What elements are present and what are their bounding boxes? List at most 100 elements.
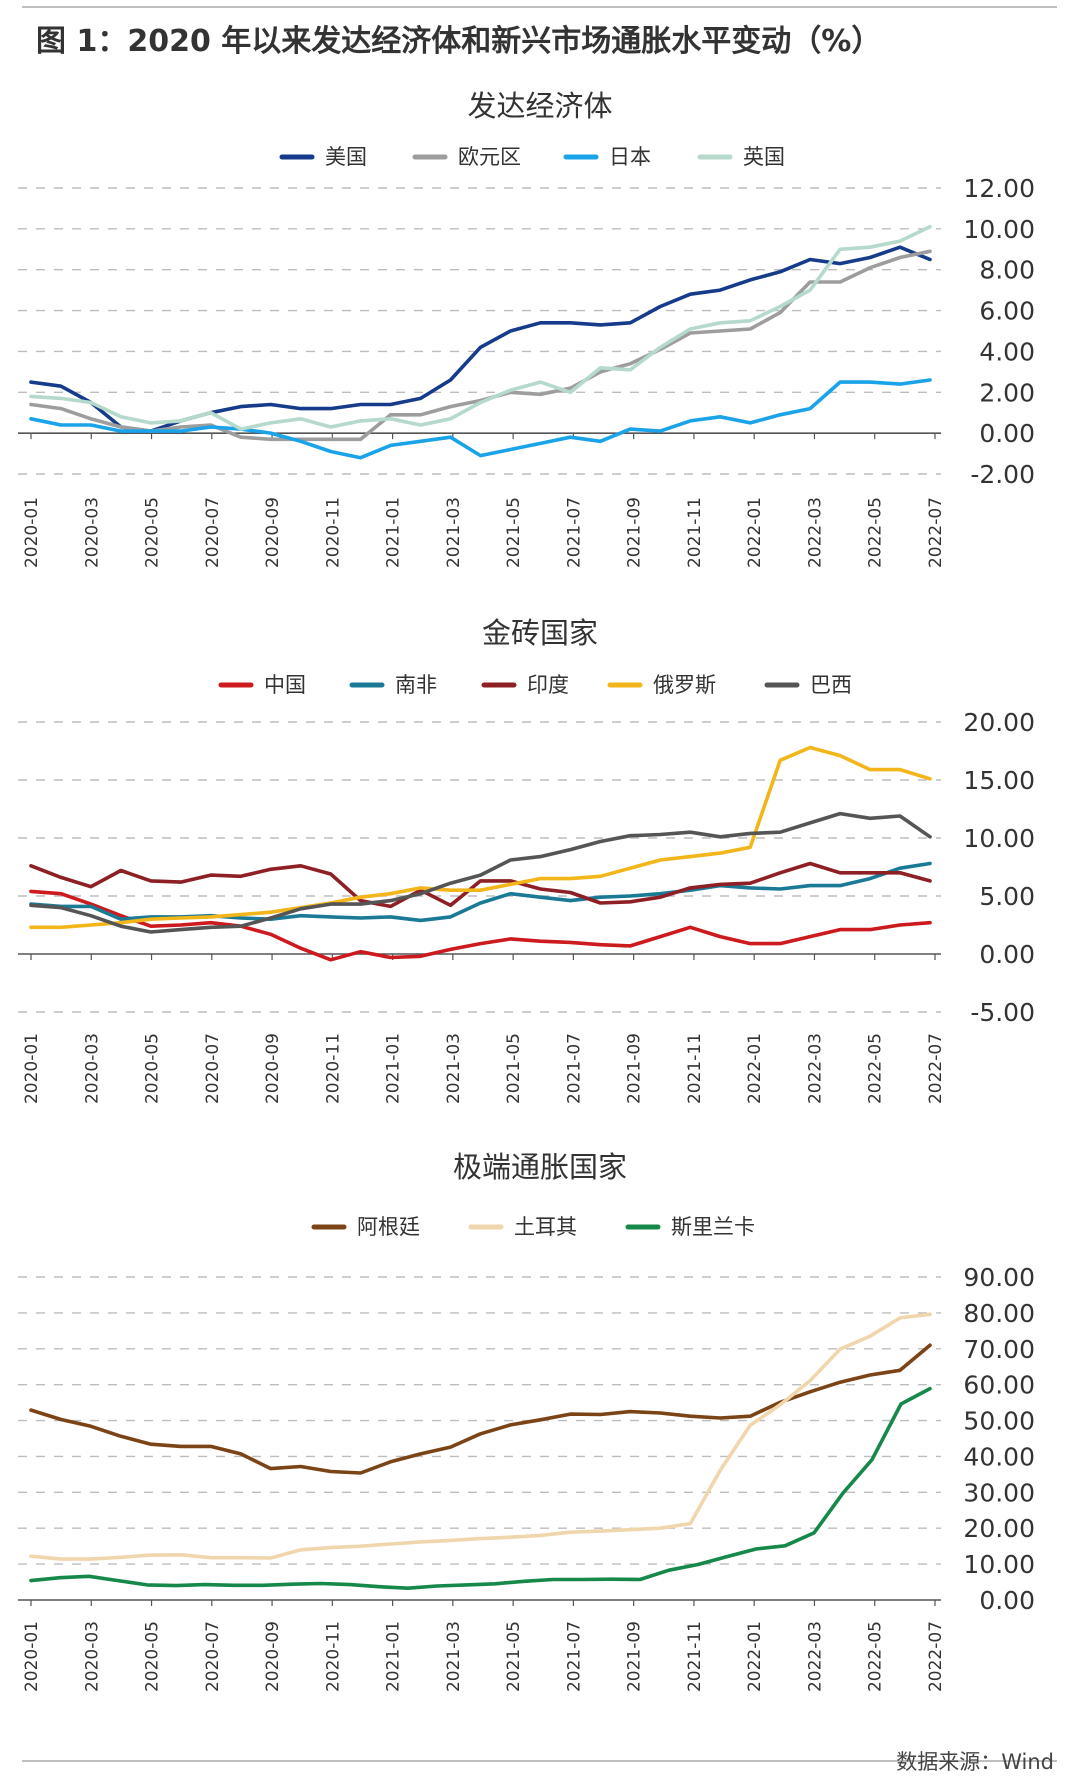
y-tick-label: -5.00 — [970, 998, 1035, 1027]
y-tick-label: 8.00 — [979, 256, 1035, 285]
y-tick-label: 4.00 — [979, 337, 1035, 366]
x-tick-label: 2021-11 — [685, 1621, 705, 1692]
y-tick-label: 0.00 — [979, 419, 1035, 448]
y-tick-label: 2.00 — [979, 378, 1035, 407]
x-tick-label: 2021-05 — [504, 497, 524, 568]
legend-label: 俄罗斯 — [653, 673, 716, 697]
y-tick-label: 6.00 — [979, 297, 1035, 326]
chart-title: 金砖国家 — [482, 616, 598, 650]
legend-label: 欧元区 — [458, 145, 521, 169]
y-tick-label: 10.00 — [963, 1550, 1035, 1579]
series-line — [29, 889, 932, 962]
x-tick-label: 2020-01 — [22, 497, 42, 568]
legend-label: 日本 — [609, 145, 651, 169]
series-line — [29, 811, 932, 934]
series-line — [29, 225, 932, 431]
x-tick-label: 2020-07 — [203, 1621, 223, 1692]
x-tick-label: 2022-05 — [866, 1033, 886, 1104]
legend-label: 南非 — [395, 673, 437, 697]
x-tick-label: 2021-01 — [384, 1033, 404, 1104]
x-tick-label: 2020-03 — [82, 1621, 102, 1692]
x-tick-label: 2021-11 — [685, 497, 705, 568]
y-tick-label: 5.00 — [979, 882, 1035, 911]
series-line — [29, 378, 932, 460]
series-line — [29, 1343, 932, 1475]
x-tick-label: 2021-01 — [384, 1621, 404, 1692]
series-line — [29, 1312, 932, 1561]
y-tick-label: 40.00 — [963, 1442, 1035, 1471]
series-line — [29, 249, 932, 442]
x-tick-label: 2020-09 — [263, 1033, 283, 1104]
y-tick-label: -2.00 — [970, 460, 1035, 489]
chart-title: 极端通胀国家 — [453, 1150, 627, 1184]
x-tick-label: 2022-05 — [866, 1621, 886, 1692]
x-tick-label: 2022-01 — [745, 497, 765, 568]
x-tick-label: 2020-11 — [323, 1621, 343, 1692]
legend-label: 阿根廷 — [357, 1215, 420, 1239]
x-tick-label: 2020-09 — [263, 1621, 283, 1692]
legend-label: 中国 — [264, 673, 306, 697]
x-tick-label: 2021-11 — [685, 1033, 705, 1104]
series-line — [29, 745, 932, 930]
x-tick-label: 2021-03 — [444, 497, 464, 568]
source-note: 数据来源：Wind — [896, 1750, 1054, 1774]
x-tick-label: 2022-01 — [745, 1621, 765, 1692]
x-tick-label: 2022-05 — [866, 497, 886, 568]
x-tick-label: 2022-01 — [745, 1033, 765, 1104]
y-tick-label: 60.00 — [963, 1371, 1035, 1400]
y-tick-label: 30.00 — [963, 1478, 1035, 1507]
figure-title: 图 1：2020 年以来发达经济体和新兴市场通胀水平变动（%） — [36, 24, 882, 59]
legend-label: 斯里兰卡 — [671, 1215, 755, 1239]
x-tick-label: 2020-03 — [82, 497, 102, 568]
series-line — [29, 861, 932, 909]
top-rule — [22, 6, 1057, 8]
legend-label: 巴西 — [810, 673, 852, 697]
x-tick-label: 2022-07 — [926, 1033, 946, 1104]
x-tick-label: 2021-05 — [504, 1033, 524, 1104]
x-tick-label: 2021-09 — [625, 1033, 645, 1104]
legend-label: 英国 — [743, 145, 785, 169]
y-tick-label: 12.00 — [963, 174, 1035, 203]
y-tick-label: 70.00 — [963, 1335, 1035, 1364]
x-tick-label: 2020-05 — [143, 1621, 163, 1692]
y-tick-label: 10.00 — [963, 215, 1035, 244]
y-tick-label: 10.00 — [963, 824, 1035, 853]
x-tick-label: 2020-11 — [323, 1033, 343, 1104]
x-tick-label: 2020-07 — [203, 497, 223, 568]
y-tick-label: 20.00 — [963, 708, 1035, 737]
x-tick-label: 2022-03 — [805, 1033, 825, 1104]
x-tick-label: 2020-05 — [143, 497, 163, 568]
y-tick-label: 90.00 — [963, 1263, 1035, 1292]
x-tick-label: 2022-03 — [805, 497, 825, 568]
legend-label: 美国 — [325, 145, 367, 169]
x-tick-label: 2021-05 — [504, 1621, 524, 1692]
x-tick-label: 2022-07 — [926, 497, 946, 568]
y-tick-label: 50.00 — [963, 1407, 1035, 1436]
x-tick-label: 2020-11 — [323, 497, 343, 568]
chart-title: 发达经济体 — [467, 89, 612, 123]
x-tick-label: 2021-01 — [384, 497, 404, 568]
x-tick-label: 2020-07 — [203, 1033, 223, 1104]
legend-label: 土耳其 — [514, 1215, 577, 1239]
legend-label: 印度 — [527, 673, 569, 697]
y-tick-label: 15.00 — [963, 766, 1035, 795]
y-tick-label: 0.00 — [979, 1586, 1035, 1615]
y-tick-label: 20.00 — [963, 1514, 1035, 1543]
y-tick-label: 80.00 — [963, 1299, 1035, 1328]
x-tick-label: 2021-07 — [564, 1621, 584, 1692]
x-tick-label: 2022-07 — [926, 1621, 946, 1692]
x-tick-label: 2021-09 — [625, 497, 645, 568]
x-tick-label: 2022-03 — [805, 1621, 825, 1692]
x-tick-label: 2020-01 — [22, 1033, 42, 1104]
x-tick-label: 2021-07 — [564, 497, 584, 568]
x-tick-label: 2020-09 — [263, 497, 283, 568]
y-tick-label: 0.00 — [979, 940, 1035, 969]
x-tick-label: 2021-09 — [625, 1621, 645, 1692]
x-tick-label: 2021-07 — [564, 1033, 584, 1104]
x-tick-label: 2020-01 — [22, 1621, 42, 1692]
x-tick-label: 2021-03 — [444, 1033, 464, 1104]
